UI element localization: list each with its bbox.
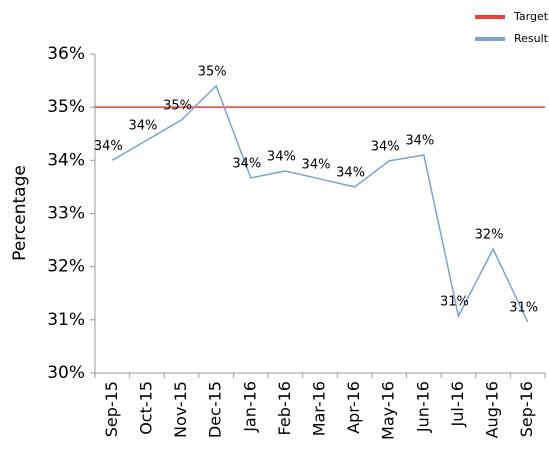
series-line — [111, 84, 529, 323]
data-label: 35% — [198, 64, 227, 79]
data-label: 34% — [94, 139, 123, 154]
x-tick-label: Sep-15 — [102, 381, 121, 437]
x-tick-label: May-16 — [379, 381, 398, 440]
y-tick-label: 35% — [47, 97, 85, 117]
data-label: 34% — [232, 156, 261, 171]
y-tick-label: 31% — [47, 310, 85, 330]
x-tick-label: Oct-15 — [136, 381, 155, 435]
x-tick-label: Sep-16 — [517, 381, 536, 437]
x-tick-label: Mar-16 — [310, 381, 329, 436]
y-tick-label: 30% — [47, 363, 85, 383]
y-tick-label: 36% — [47, 44, 85, 64]
legend-label: Target — [513, 10, 549, 23]
legend-label: Result — [514, 32, 549, 45]
x-tick-label: Jan-16 — [240, 381, 259, 433]
data-label: 32% — [475, 228, 504, 243]
data-label: 34% — [371, 139, 400, 154]
data-label: 34% — [302, 157, 331, 172]
x-tick-label: Nov-15 — [171, 381, 190, 438]
x-tick-label: Dec-15 — [206, 381, 225, 438]
data-label: 31% — [509, 300, 538, 315]
data-label: 34% — [267, 149, 296, 164]
data-label: 31% — [440, 295, 469, 310]
data-label: 34% — [405, 134, 434, 149]
x-tick-label: Jun-16 — [413, 381, 432, 433]
data-label: 35% — [163, 98, 192, 113]
x-tick-label: Feb-16 — [275, 381, 294, 435]
y-tick-label: 32% — [47, 257, 85, 277]
data-label: 34% — [336, 165, 365, 180]
x-tick-label: Apr-16 — [344, 381, 363, 434]
y-tick-label: 33% — [47, 204, 85, 224]
y-axis-label: Percentage — [10, 165, 30, 261]
x-tick-label: Jul-16 — [448, 381, 467, 427]
x-tick-label: Aug-16 — [483, 381, 502, 438]
y-tick-label: 34% — [47, 150, 85, 170]
data-label: 34% — [128, 119, 157, 134]
